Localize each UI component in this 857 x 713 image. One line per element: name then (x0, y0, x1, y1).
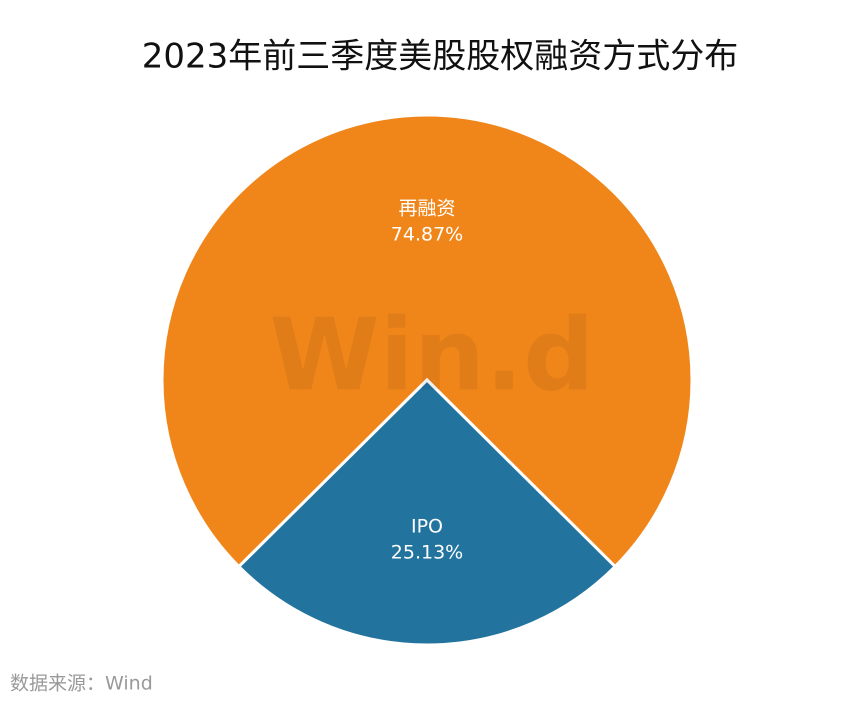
slice-label: IPO (411, 516, 443, 538)
data-label: 74.87% (391, 224, 463, 246)
pie-slice (236, 377, 618, 647)
slice-label: 再融资 (398, 198, 455, 220)
source-note: 数据来源：Wind (10, 673, 153, 695)
watermark: Win.d (269, 296, 594, 413)
chart-title: 2023年前三季度美股股权融资方式分布 (142, 37, 739, 77)
pie-slice (160, 113, 694, 569)
data-label: 25.13% (391, 542, 463, 564)
